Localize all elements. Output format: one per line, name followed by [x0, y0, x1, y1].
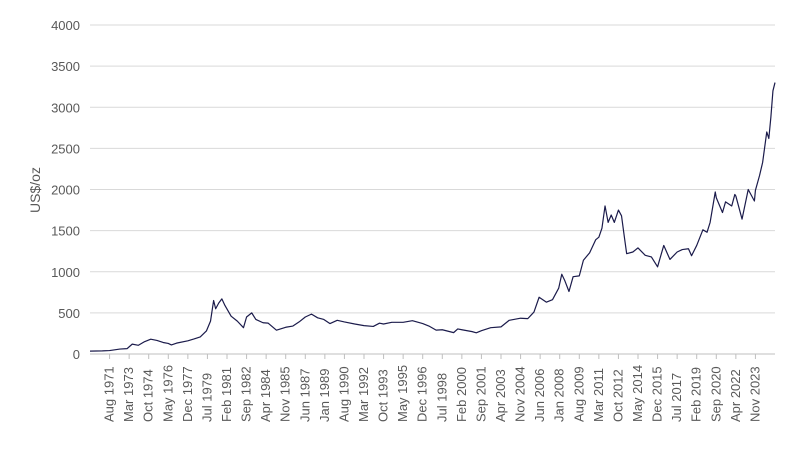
x-tick-label: Jul 1979	[199, 373, 214, 422]
x-tick-label: Jan 2008	[552, 369, 567, 423]
y-tick-label: 1500	[51, 224, 80, 239]
x-tick-label: Feb 1981	[219, 367, 234, 422]
x-tick-label: Jul 1998	[434, 373, 449, 422]
x-tick-label: May 1976	[160, 365, 175, 422]
x-tick-label: Sep 1982	[239, 366, 254, 422]
x-tick-label: Feb 2000	[454, 367, 469, 422]
x-tick-label: Feb 2019	[689, 367, 704, 422]
y-tick-label: 3500	[51, 59, 80, 74]
gridlines	[90, 24, 775, 314]
x-tick-label: Dec 1977	[180, 366, 195, 422]
y-axis-title: US$/oz	[27, 167, 43, 213]
y-axis-tick-labels: 0 500 1000 1500 2000 2500 3000 3500 4000	[51, 18, 80, 362]
x-tick-label: Apr 2022	[728, 369, 743, 422]
gold-price-line	[89, 82, 776, 352]
x-tick-label: Sep 2020	[708, 366, 723, 422]
x-tick-label: Mar 2011	[591, 368, 606, 422]
y-tick-label: 2000	[51, 183, 80, 198]
x-tick-label: Jan 1989	[317, 369, 332, 423]
series-group	[89, 82, 776, 352]
x-tick-label: Dec 2015	[650, 366, 665, 422]
y-tick-label: 3000	[51, 100, 80, 115]
x-tick-label: Oct 2012	[610, 369, 625, 422]
y-tick-label: 500	[58, 306, 80, 321]
x-tick-label: Aug 1990	[336, 366, 351, 422]
x-axis-tick-labels: Aug 1971 Mar 1973 Oct 1974 May 1976 Dec 1977…	[102, 354, 762, 423]
x-tick-label: Oct 1993	[376, 369, 391, 422]
x-tick-label: Jul 2017	[669, 373, 684, 422]
x-tick-label: May 2014	[630, 365, 645, 422]
x-tick-label: Dec 1996	[415, 366, 430, 422]
x-tick-label: Aug 2009	[571, 366, 586, 422]
y-tick-label: 1000	[51, 265, 80, 280]
x-tick-label: Mar 1973	[121, 367, 136, 422]
x-tick-label: Nov 2023	[747, 366, 762, 422]
x-tick-label: Mar 1992	[356, 367, 371, 422]
x-tick-label: Aug 1971	[102, 366, 117, 422]
y-tick-label: 2500	[51, 141, 80, 156]
x-tick-label: May 1995	[395, 365, 410, 422]
x-tick-label: Oct 1974	[141, 369, 156, 422]
x-tick-label: Nov 2004	[513, 366, 528, 422]
x-tick-label: Apr 2003	[493, 369, 508, 422]
x-tick-label: Jun 1987	[297, 369, 312, 423]
x-tick-label: Apr 1984	[258, 369, 273, 422]
x-tick-label: Sep 2001	[473, 366, 488, 422]
x-tick-label: Nov 1985	[278, 366, 293, 422]
y-tick-label: 4000	[51, 18, 80, 33]
y-tick-label: 0	[73, 347, 80, 362]
x-tick-label: Jun 2006	[532, 369, 547, 423]
